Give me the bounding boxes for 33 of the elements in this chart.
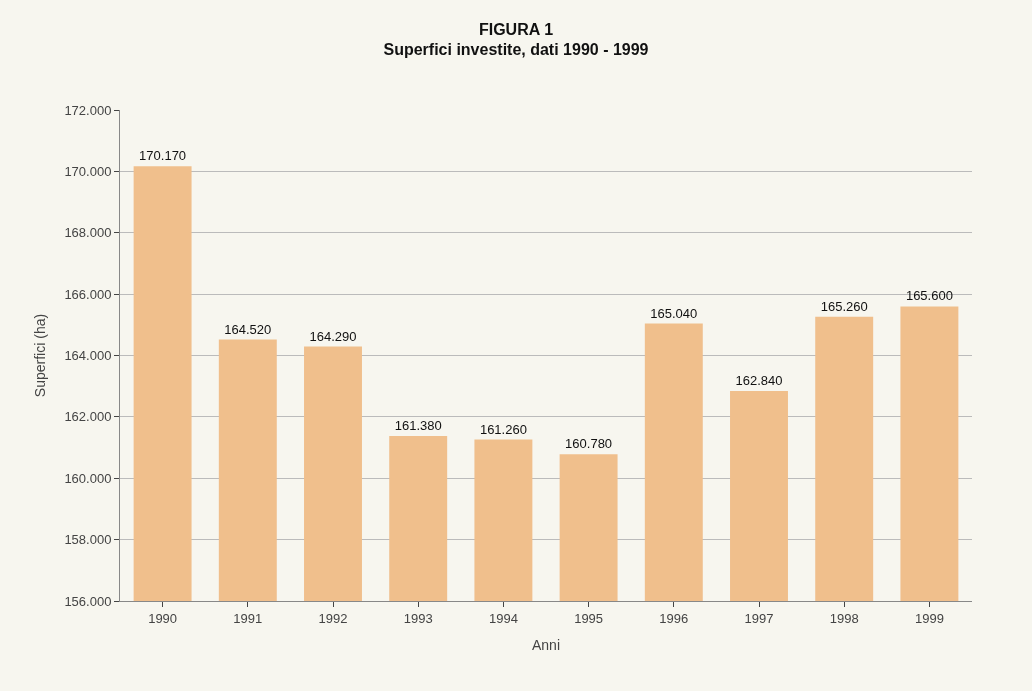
x-tick-label: 1993 [403,610,433,626]
data-label: 160.780 [565,436,613,452]
y-tick-label: 162.000 [64,409,112,425]
chart-title: FIGURA 1 [478,20,554,38]
x-tick-label: 1995 [574,610,604,626]
y-tick-label: 164.000 [64,348,112,364]
data-label: 165.600 [905,288,953,304]
data-label: 164.290 [309,328,357,344]
x-tick-label: 1999 [914,610,944,626]
data-label: 164.520 [224,321,272,337]
chart-subtitle: Superfici investite, dati 1990 - 1999 [383,41,649,59]
data-label: 165.040 [650,305,698,321]
y-tick-label: 170.000 [64,163,112,179]
x-tick-label: 1997 [744,610,774,626]
y-axis-title: Superfici (ha) [32,313,48,398]
data-label: 161.260 [479,421,527,437]
x-tick-label: 1996 [659,610,689,626]
y-tick-label: 160.000 [64,470,112,486]
data-label: 165.260 [820,298,868,314]
y-tick-label: 172.000 [64,102,112,118]
y-tick-label: 168.000 [64,225,112,241]
x-tick-label: 1992 [318,610,348,626]
y-tick-label: 156.000 [64,593,112,609]
y-tick-label: 158.000 [64,532,112,548]
data-label: 170.170 [139,148,187,164]
x-tick-label: 1990 [148,610,178,626]
x-tick-label: 1998 [829,610,859,626]
x-axis-title: Anni [531,636,561,653]
data-label: 161.380 [394,417,442,433]
y-tick-label: 166.000 [64,286,112,302]
data-label: 162.840 [735,373,783,389]
x-tick-label: 1991 [233,610,263,626]
x-tick-label: 1994 [488,610,518,626]
